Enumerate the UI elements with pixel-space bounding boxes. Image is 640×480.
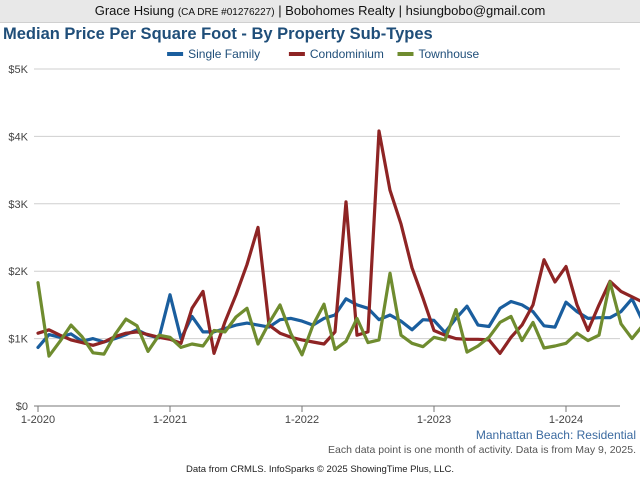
y-tick-label: $4K (8, 131, 28, 143)
region-label: Manhattan Beach: Residential (475, 428, 636, 442)
legend-label-2: Townhouse (419, 47, 480, 61)
x-tick-label: 1-2023 (417, 414, 451, 426)
agent-name: Grace Hsiung (94, 3, 175, 18)
data-note: Each data point is one month of activity… (328, 444, 636, 456)
agent-header: Grace Hsiung (CA DRE #01276227) | Boboho… (0, 0, 640, 23)
x-tick-label: 1-2024 (549, 414, 583, 426)
series-line-1 (36, 129, 640, 355)
agent-license: (CA DRE #01276227) (177, 7, 275, 18)
y-tick-label: $5K (8, 64, 28, 76)
brokerage-email: | Bobohomes Realty | hsiungbobo@gmail.co… (278, 3, 546, 18)
series-line-2 (36, 271, 640, 358)
y-tick-label: $0 (16, 401, 28, 413)
chart-title: Median Price Per Square Foot - By Proper… (3, 25, 433, 43)
legend-label-0: Single Family (188, 47, 260, 61)
data-source: Data from CRMLS. InfoSparks © 2025 Showi… (185, 464, 454, 475)
legend-label-1: Condominium (310, 47, 384, 61)
y-tick-label: $2K (8, 266, 28, 278)
x-tick-label: 1-2020 (21, 414, 55, 426)
y-tick-label: $1K (8, 334, 28, 346)
x-tick-label: 1-2022 (285, 414, 319, 426)
y-tick-label: $3K (8, 199, 28, 211)
x-tick-label: 1-2021 (153, 414, 187, 426)
